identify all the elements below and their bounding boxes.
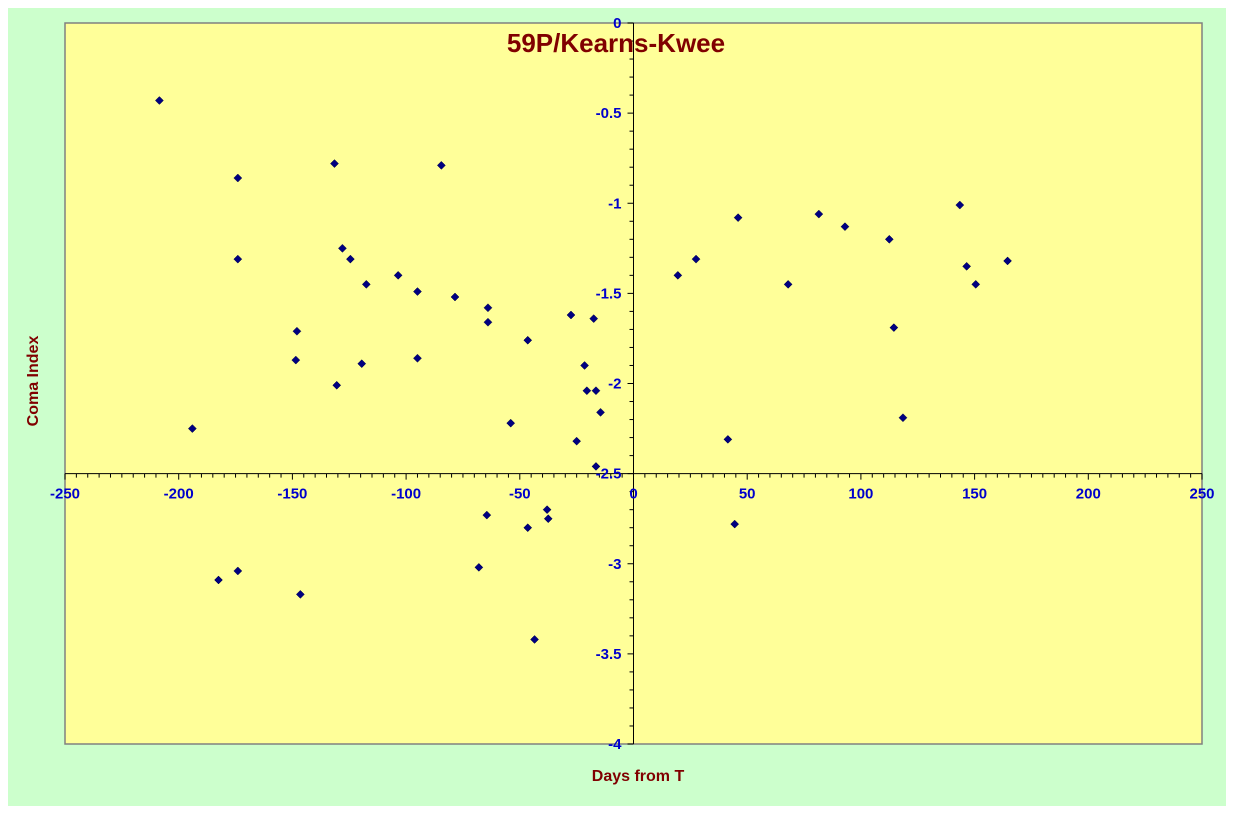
data-point bbox=[691, 254, 701, 264]
x-tick-label: 200 bbox=[1076, 486, 1101, 503]
y-tick-label: -4 bbox=[608, 736, 622, 753]
data-point bbox=[589, 314, 599, 323]
data-point bbox=[187, 424, 197, 433]
data-point bbox=[591, 462, 601, 471]
data-point bbox=[155, 96, 164, 105]
data-point bbox=[413, 287, 422, 296]
data-point bbox=[723, 435, 733, 444]
data-point bbox=[582, 386, 592, 396]
data-point bbox=[523, 523, 533, 533]
data-points bbox=[155, 96, 1012, 644]
x-tick-label: -150 bbox=[277, 486, 307, 503]
data-point bbox=[596, 407, 605, 417]
data-point bbox=[361, 280, 371, 289]
data-point bbox=[673, 270, 683, 280]
y-tick-label: -0.5 bbox=[596, 105, 622, 122]
data-point bbox=[330, 159, 339, 168]
tick-labels: -250 -200 -150 -100 -50 0 50 100 150 200 250 0 -0.5 -… bbox=[50, 15, 1215, 753]
y-tick-label: -3.5 bbox=[596, 646, 622, 663]
data-point bbox=[483, 303, 493, 313]
data-point bbox=[889, 323, 899, 332]
data-point bbox=[338, 243, 347, 253]
x-tick-label: 100 bbox=[848, 486, 873, 503]
y-axis-title: Coma Index bbox=[25, 336, 42, 427]
x-tick-label: 250 bbox=[1189, 486, 1214, 503]
x-tick-label: 150 bbox=[962, 486, 987, 503]
data-point bbox=[436, 161, 446, 170]
data-point bbox=[233, 566, 243, 576]
data-point bbox=[296, 590, 305, 599]
data-point bbox=[530, 635, 539, 644]
data-point bbox=[566, 310, 576, 320]
x-tick-label: -250 bbox=[50, 486, 80, 503]
y-tick-label: -1 bbox=[608, 195, 621, 212]
y-tick-label: -2.5 bbox=[596, 466, 622, 483]
data-point bbox=[413, 353, 422, 363]
data-point bbox=[971, 280, 981, 289]
data-point bbox=[962, 261, 971, 271]
data-point bbox=[730, 519, 740, 529]
data-point bbox=[506, 418, 516, 428]
y-tick-label: -3 bbox=[608, 556, 621, 573]
data-point bbox=[898, 413, 908, 423]
data-point bbox=[233, 254, 243, 264]
data-point bbox=[840, 222, 850, 232]
data-point bbox=[214, 575, 223, 585]
data-point bbox=[346, 254, 355, 264]
y-tick-label: 0 bbox=[613, 15, 621, 32]
data-point bbox=[591, 386, 601, 396]
x-axis-title: Days from T bbox=[592, 768, 685, 785]
data-point bbox=[580, 361, 589, 370]
data-point bbox=[1003, 256, 1012, 266]
data-point bbox=[474, 563, 484, 572]
chart-title: 59P/Kearns-Kwee bbox=[507, 28, 725, 58]
data-point bbox=[783, 280, 793, 289]
data-point bbox=[357, 359, 367, 369]
axis-ticks bbox=[64, 22, 1203, 745]
data-point bbox=[332, 380, 342, 390]
x-tick-label: -50 bbox=[509, 486, 531, 503]
data-point bbox=[482, 510, 492, 520]
data-point bbox=[291, 355, 301, 365]
data-point bbox=[542, 505, 552, 515]
x-tick-label: 50 bbox=[739, 486, 756, 503]
data-point bbox=[523, 335, 533, 345]
x-tick-label: -100 bbox=[391, 486, 421, 503]
data-point bbox=[292, 326, 302, 336]
data-point bbox=[884, 234, 894, 244]
data-point bbox=[733, 213, 743, 223]
data-point bbox=[233, 173, 243, 183]
y-tick-label: -2 bbox=[608, 376, 621, 393]
data-point bbox=[450, 292, 460, 302]
x-tick-label: -200 bbox=[164, 486, 194, 503]
data-point bbox=[955, 200, 965, 210]
data-point bbox=[814, 209, 824, 219]
data-point bbox=[393, 270, 403, 280]
x-tick-label: 0 bbox=[629, 486, 637, 503]
data-point bbox=[483, 317, 493, 327]
data-point bbox=[572, 436, 582, 446]
y-tick-label: -1.5 bbox=[596, 285, 622, 302]
data-point bbox=[543, 514, 553, 524]
